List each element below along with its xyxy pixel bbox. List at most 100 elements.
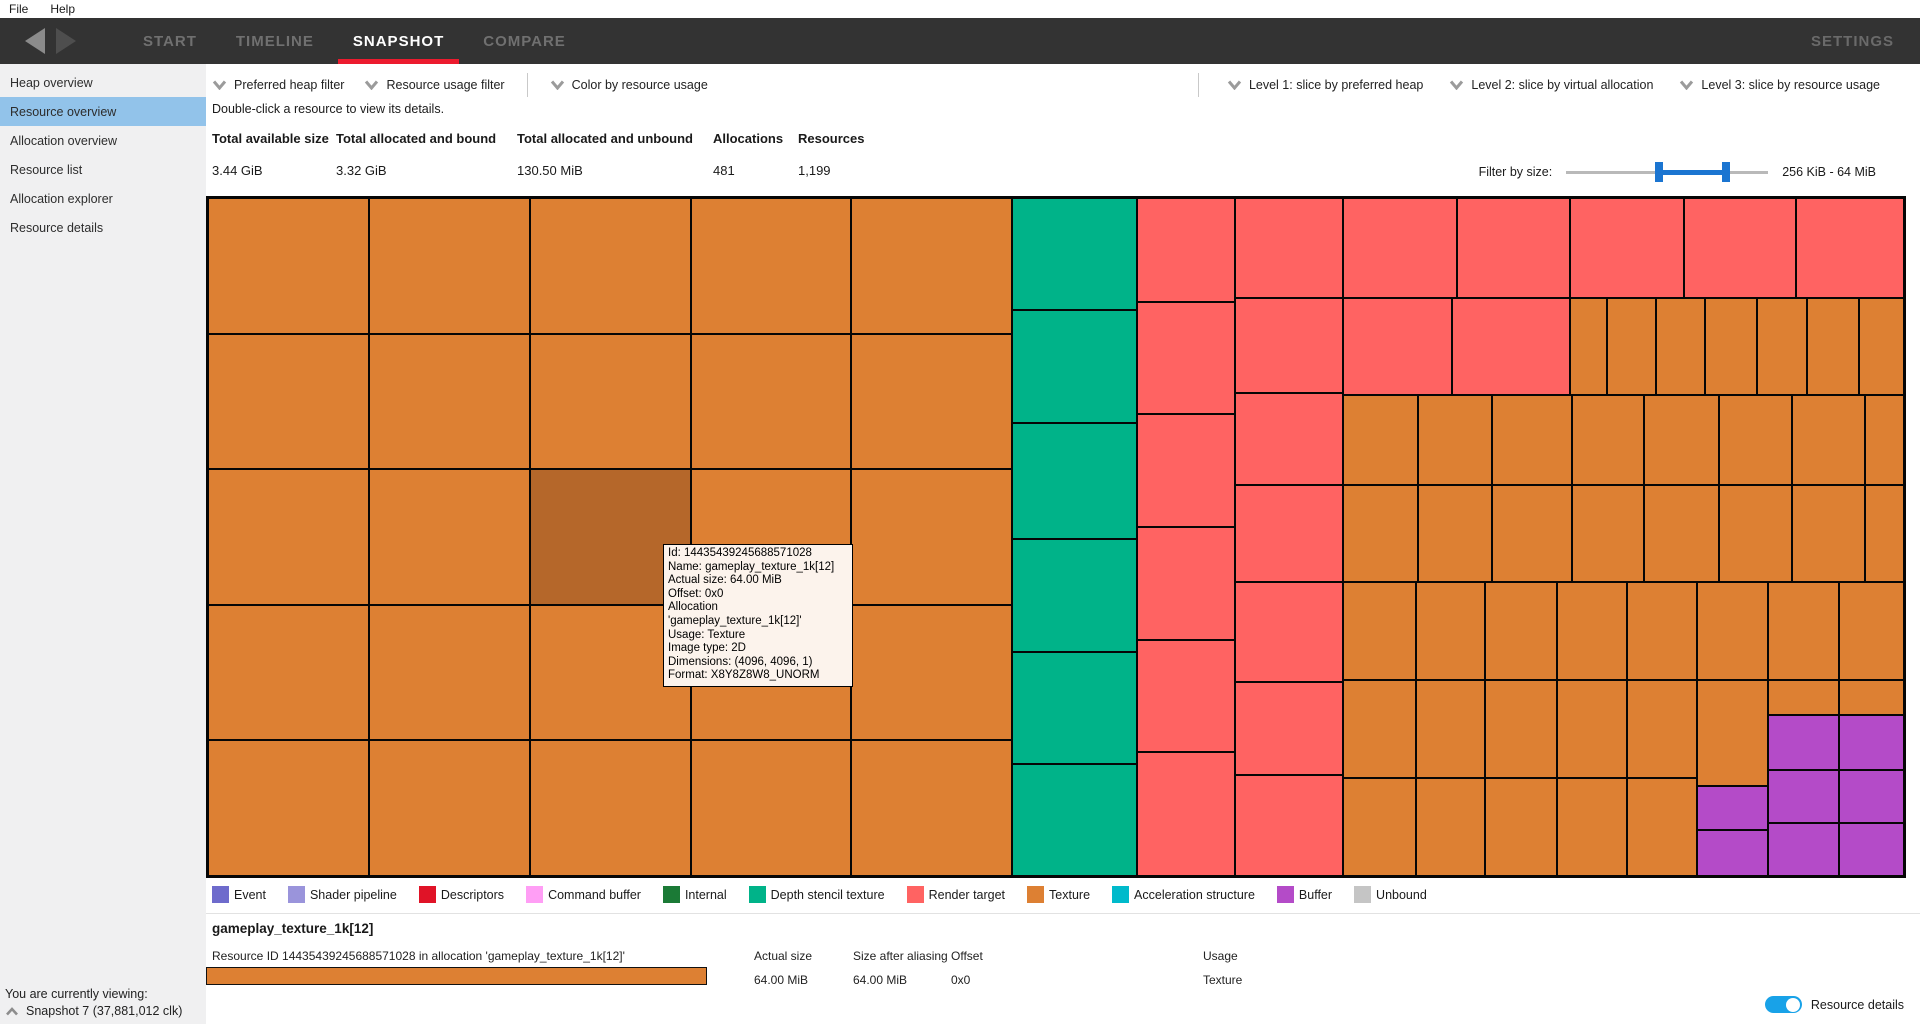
treemap-cell[interactable] bbox=[1791, 395, 1865, 486]
treemap-cell[interactable] bbox=[1697, 582, 1769, 681]
treemap-cell[interactable] bbox=[1796, 198, 1904, 298]
color-by-resource-usage-dropdown[interactable]: Color by resource usage bbox=[550, 78, 708, 92]
treemap-cell[interactable] bbox=[1234, 582, 1344, 683]
treemap-cell[interactable] bbox=[1697, 829, 1769, 876]
treemap-cell[interactable] bbox=[1858, 297, 1904, 396]
back-button[interactable] bbox=[25, 28, 45, 54]
resource-treemap[interactable]: Id: 14435439245688571028 Name: gameplay_t… bbox=[206, 196, 1906, 878]
treemap-cell[interactable] bbox=[1012, 652, 1137, 765]
treemap-cell[interactable] bbox=[1417, 485, 1493, 583]
treemap-cell[interactable] bbox=[1839, 770, 1904, 824]
treemap-cell[interactable] bbox=[1839, 582, 1904, 681]
treemap-cell[interactable] bbox=[1768, 715, 1840, 771]
treemap-cell[interactable] bbox=[529, 198, 691, 334]
treemap-cell[interactable] bbox=[1697, 785, 1769, 830]
treemap-cell[interactable] bbox=[1643, 485, 1720, 583]
forward-button[interactable] bbox=[56, 28, 76, 54]
treemap-cell[interactable] bbox=[1697, 680, 1769, 786]
treemap-cell[interactable] bbox=[1570, 297, 1608, 396]
sidebar-item-resource-details[interactable]: Resource details bbox=[10, 220, 104, 235]
treemap-cell[interactable] bbox=[1626, 680, 1698, 778]
tab-start[interactable]: START bbox=[143, 32, 197, 50]
treemap-cell[interactable] bbox=[208, 740, 369, 876]
treemap-cell[interactable] bbox=[1839, 823, 1904, 876]
treemap-cell[interactable] bbox=[1768, 770, 1840, 824]
treemap-cell[interactable] bbox=[1343, 395, 1418, 486]
treemap-cell[interactable] bbox=[1484, 680, 1557, 778]
size-range-slider[interactable] bbox=[1566, 162, 1769, 182]
treemap-cell[interactable] bbox=[1626, 777, 1698, 876]
treemap-cell[interactable] bbox=[208, 469, 369, 605]
treemap-cell[interactable] bbox=[1719, 395, 1792, 486]
level-2-slice-by-virtual-allocation-dropdown[interactable]: Level 2: slice by virtual allocation bbox=[1449, 78, 1653, 92]
treemap-cell[interactable] bbox=[1416, 680, 1485, 778]
treemap-cell[interactable] bbox=[368, 604, 530, 741]
treemap-cell[interactable] bbox=[690, 333, 852, 470]
treemap-cell[interactable] bbox=[368, 198, 530, 334]
treemap-cell[interactable] bbox=[1684, 198, 1797, 298]
treemap-cell[interactable] bbox=[1012, 309, 1137, 424]
level-1-slice-by-preferred-heap-dropdown[interactable]: Level 1: slice by preferred heap bbox=[1227, 78, 1423, 92]
treemap-cell[interactable] bbox=[1571, 485, 1644, 583]
treemap-cell[interactable] bbox=[851, 740, 1013, 876]
treemap-cell[interactable] bbox=[1864, 395, 1904, 486]
treemap-cell[interactable] bbox=[851, 604, 1013, 741]
treemap-cell[interactable] bbox=[1136, 526, 1235, 641]
treemap-cell[interactable] bbox=[1807, 297, 1859, 396]
treemap-cell[interactable] bbox=[1791, 485, 1865, 583]
treemap-cell[interactable] bbox=[1416, 777, 1485, 876]
treemap-cell[interactable] bbox=[1136, 751, 1235, 876]
treemap-cell[interactable] bbox=[1643, 395, 1720, 486]
treemap-cell[interactable] bbox=[1343, 582, 1417, 681]
allocation-bar[interactable] bbox=[206, 967, 707, 985]
treemap-cell[interactable] bbox=[851, 333, 1013, 470]
sidebar-item-resource-list[interactable]: Resource list bbox=[10, 162, 83, 177]
treemap-cell[interactable] bbox=[1757, 297, 1808, 396]
treemap-cell[interactable] bbox=[1136, 198, 1235, 302]
treemap-cell[interactable] bbox=[368, 469, 530, 605]
treemap-cell[interactable] bbox=[1484, 582, 1557, 681]
treemap-cell[interactable] bbox=[1704, 297, 1758, 396]
treemap-cell[interactable] bbox=[1768, 680, 1840, 716]
treemap-cell[interactable] bbox=[1607, 297, 1656, 396]
treemap-cell[interactable] bbox=[529, 333, 691, 470]
treemap-cell[interactable] bbox=[1416, 582, 1485, 681]
treemap-cell[interactable] bbox=[851, 469, 1013, 605]
resource-details-toggle[interactable] bbox=[1764, 996, 1802, 1013]
treemap-cell[interactable] bbox=[1492, 485, 1572, 583]
treemap-cell[interactable] bbox=[1484, 777, 1557, 876]
resource-usage-filter-dropdown[interactable]: Resource usage filter bbox=[364, 78, 505, 92]
treemap-cell[interactable] bbox=[1136, 640, 1235, 752]
treemap-cell[interactable] bbox=[1343, 680, 1417, 778]
treemap-cell[interactable] bbox=[1136, 413, 1235, 527]
tab-compare[interactable]: COMPARE bbox=[483, 32, 566, 50]
level-3-slice-by-resource-usage-dropdown[interactable]: Level 3: slice by resource usage bbox=[1679, 78, 1880, 92]
menu-file[interactable]: File bbox=[9, 2, 29, 16]
treemap-cell[interactable] bbox=[1655, 297, 1705, 396]
treemap-cell[interactable] bbox=[1456, 198, 1571, 298]
treemap-cell[interactable] bbox=[690, 198, 852, 334]
treemap-cell[interactable] bbox=[690, 740, 852, 876]
menu-help[interactable]: Help bbox=[50, 2, 76, 16]
sidebar-item-resource-overview[interactable]: Resource overview bbox=[0, 97, 206, 126]
treemap-cell[interactable] bbox=[208, 604, 369, 741]
treemap-cell[interactable] bbox=[851, 198, 1013, 334]
treemap-cell[interactable] bbox=[1492, 395, 1572, 486]
chevron-up-icon[interactable] bbox=[5, 1006, 19, 1016]
sidebar-item-allocation-overview[interactable]: Allocation overview bbox=[10, 133, 117, 148]
treemap-cell[interactable] bbox=[1343, 297, 1452, 396]
treemap-cell[interactable] bbox=[529, 740, 691, 876]
treemap-cell[interactable] bbox=[1839, 715, 1904, 771]
treemap-cell[interactable] bbox=[1719, 485, 1792, 583]
treemap-cell[interactable] bbox=[1839, 680, 1904, 716]
treemap-cell[interactable] bbox=[1234, 485, 1344, 583]
slider-handle-min[interactable] bbox=[1655, 162, 1664, 182]
treemap-cell[interactable] bbox=[1452, 297, 1571, 396]
treemap-cell[interactable] bbox=[1556, 680, 1627, 778]
treemap-cell[interactable] bbox=[1234, 297, 1344, 393]
treemap-cell[interactable] bbox=[1234, 392, 1344, 486]
tab-timeline[interactable]: TIMELINE bbox=[235, 32, 314, 50]
snapshot-label[interactable]: Snapshot 7 (37,881,012 clk) bbox=[26, 1004, 183, 1018]
treemap-cell[interactable] bbox=[1234, 682, 1344, 775]
sidebar-item-allocation-explorer[interactable]: Allocation explorer bbox=[10, 191, 113, 206]
